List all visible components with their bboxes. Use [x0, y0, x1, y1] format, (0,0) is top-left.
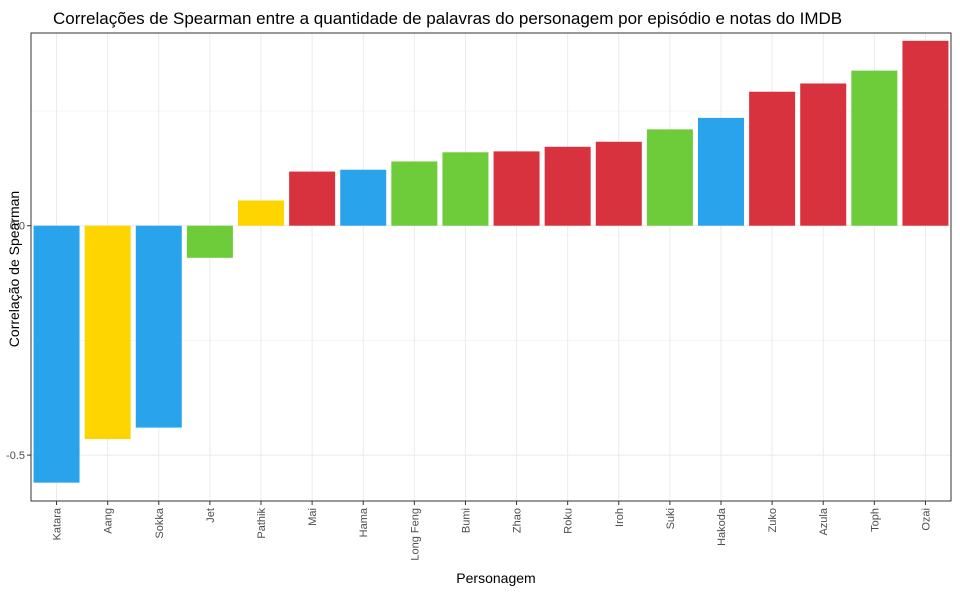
- bar-toph: [851, 70, 898, 226]
- chart-title: Correlações de Spearman entre a quantida…: [53, 9, 842, 28]
- x-axis-title: Personagem: [456, 570, 535, 586]
- x-tick-label: Mai: [307, 508, 319, 526]
- bar-katara: [33, 225, 80, 483]
- x-tick-label: Long Feng: [409, 508, 421, 561]
- x-tick-label: Zuko: [767, 508, 779, 532]
- bar-azula: [800, 83, 847, 226]
- bar-iroh: [595, 141, 642, 226]
- x-tick-label: Hama: [358, 507, 370, 537]
- bar-bumi: [442, 152, 489, 226]
- y-axis-title: Correlação de Spearman: [6, 191, 22, 347]
- bar-hama: [340, 169, 387, 226]
- y-axis: -0.5 0.0: [6, 221, 31, 462]
- bar-pathik: [238, 200, 284, 226]
- bar-zuko: [749, 91, 796, 226]
- bar-hakoda: [698, 117, 744, 226]
- x-tick-label: Roku: [563, 508, 575, 534]
- x-axis: Katara Aang Sokka Jet Pathik Mai Hama Long Feng…: [52, 501, 932, 561]
- x-tick-label: Aang: [103, 508, 115, 534]
- bar-ozai: [902, 40, 949, 226]
- bar-roku: [544, 146, 591, 226]
- x-tick-label: Hakoda: [716, 507, 728, 546]
- x-tick-label: Iroh: [614, 508, 626, 527]
- bar-zhao: [493, 151, 540, 226]
- y-tick-label: 0.0: [10, 221, 25, 233]
- plot-panel-border: [30, 32, 952, 502]
- x-tick-label: Zhao: [512, 508, 524, 533]
- x-tick-label: Sokka: [154, 507, 166, 538]
- x-tick-label: Ozai: [920, 508, 932, 531]
- bar-suki: [646, 129, 693, 226]
- grid-lines: [31, 33, 951, 501]
- x-tick-label: Katara: [52, 507, 64, 540]
- x-tick-label: Toph: [869, 508, 881, 532]
- x-tick-label: Azula: [818, 507, 830, 535]
- x-tick-label: Suki: [665, 508, 677, 529]
- bar-jet: [186, 225, 233, 258]
- bar-sokka: [135, 225, 182, 428]
- x-tick-label: Jet: [205, 508, 217, 523]
- bar-aang: [84, 225, 131, 440]
- y-tick-label: -0.5: [6, 450, 25, 462]
- x-tick-label: Pathik: [256, 508, 268, 539]
- x-tick-label: Bumi: [460, 508, 472, 533]
- bar-mai: [289, 171, 336, 226]
- bar-long-feng: [391, 161, 438, 226]
- bars: [33, 40, 949, 483]
